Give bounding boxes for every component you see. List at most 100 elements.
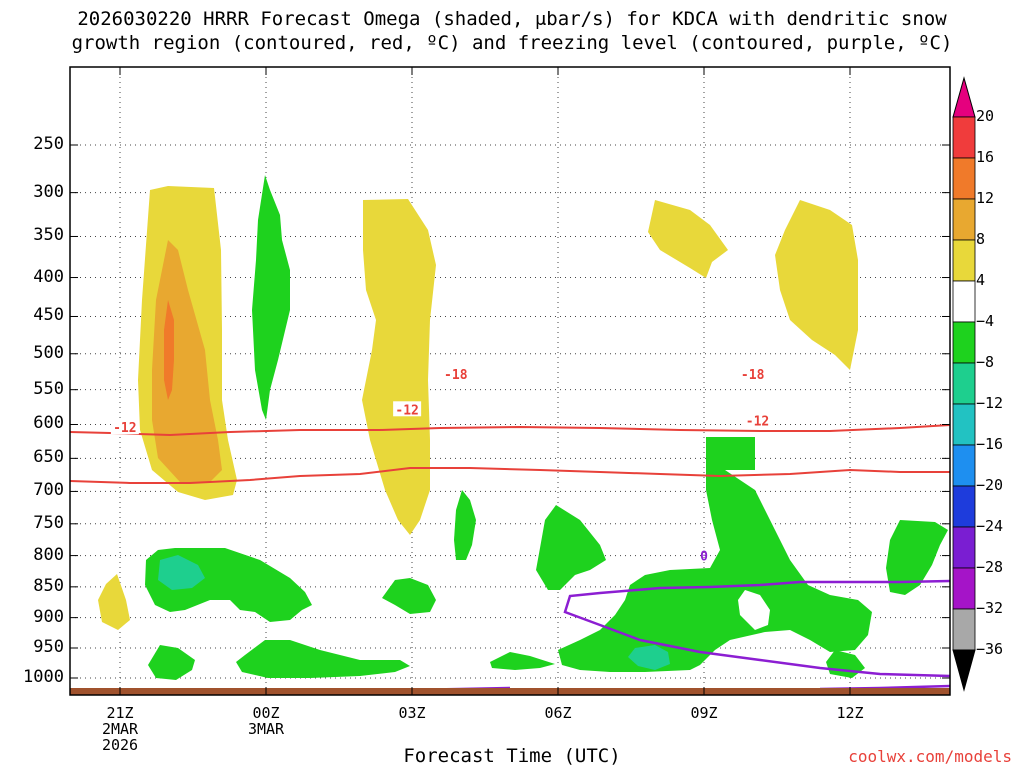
contour-labels: -18 -18 -12 -12 -12 0 <box>110 366 772 565</box>
x-tick-label-line3: 2026 <box>101 736 139 754</box>
colorbar <box>952 76 976 692</box>
x-axis-label: Forecast Time (UTC) <box>403 745 621 767</box>
omega-green-center-3 <box>536 505 606 590</box>
colorbar-tick-label: 12 <box>976 189 995 207</box>
colorbar-tick-label: 4 <box>976 271 986 289</box>
contour-label-bg <box>441 366 470 382</box>
colorbar-segment <box>952 198 976 241</box>
x-tick-label: 21Z 2MAR 2026 <box>90 705 150 753</box>
chart-title-line-2: growth region (contoured, red, ºC) and f… <box>71 32 953 54</box>
colorbar-segment <box>952 608 976 651</box>
omega-green-upper <box>252 175 290 420</box>
omega-darkorange-left <box>164 300 174 400</box>
contour-label: -12 <box>746 414 769 429</box>
y-tick-label: 500 <box>33 342 64 363</box>
y-tick-label: 950 <box>33 637 64 657</box>
omega-orange-left <box>152 240 222 482</box>
colorbar-segment <box>952 526 976 569</box>
colorbar-segment <box>952 321 976 364</box>
colorbar-tick-label: −12 <box>976 394 1004 412</box>
colorbar-segment <box>952 403 976 446</box>
x-tick-label: 03Z <box>382 705 442 721</box>
contour-label-bg <box>110 419 139 435</box>
x-tick-label-line1: 03Z <box>398 704 426 722</box>
x-tick-label-line1: 00Z <box>252 704 280 722</box>
y-tick-label: 550 <box>33 378 64 399</box>
y-tick-label: 250 <box>33 134 64 154</box>
colorbar-tick-label: −28 <box>976 558 1004 576</box>
x-tick-label: 09Z <box>674 705 734 721</box>
colorbar-top-triangle <box>952 76 976 118</box>
colorbar-segment <box>952 280 976 323</box>
colorbar-segment <box>952 444 976 487</box>
axis-ticks <box>70 67 950 695</box>
colorbar-segment <box>952 116 976 159</box>
omega-shading <box>98 175 948 680</box>
x-tick-label: 06Z <box>528 705 588 721</box>
x-tick-label-line1: 06Z <box>544 704 572 722</box>
x-tick-label-line1: 12Z <box>836 704 864 722</box>
x-tick-label-line2: 2MAR <box>101 720 139 738</box>
omega-green-lowright <box>558 437 872 672</box>
y-tick-label: 650 <box>33 447 64 468</box>
omega-green-center-2 <box>454 490 476 560</box>
colorbar-segment <box>952 362 976 405</box>
colorbar-segment <box>952 485 976 528</box>
omega-yellow-lowleft <box>98 574 130 630</box>
omega-teal-lowleft <box>158 555 205 590</box>
colorbar-tick-label: 20 <box>976 107 995 125</box>
gridlines <box>70 67 950 695</box>
contour-label-bg <box>393 401 422 417</box>
omega-green-center-1 <box>382 578 436 614</box>
contour-zero-upper <box>563 579 951 678</box>
ground-strip <box>70 688 950 695</box>
contour-label: 0 <box>700 550 708 565</box>
contour-label: -12 <box>113 421 136 436</box>
y-tick-label: 400 <box>33 266 64 287</box>
omega-yellow-topright-1 <box>648 200 728 278</box>
plot-border <box>69 66 951 696</box>
credit-text[interactable]: coolwx.com/models <box>848 747 1012 766</box>
y-tick-label: 750 <box>33 512 64 533</box>
omega-teal-lowright <box>628 645 670 670</box>
x-tick-label-line1: 21Z <box>106 704 134 722</box>
colorbar-bottom-triangle <box>952 649 976 692</box>
omega-green-bottom-1 <box>148 645 195 680</box>
chart-title-line-1: 2026030220 HRRR Forecast Omega (shaded, … <box>77 8 947 30</box>
dgz-contours <box>69 424 951 484</box>
x-tick-label-line2: 3MAR <box>247 720 285 738</box>
y-tick-label: 900 <box>33 606 64 627</box>
contour-label: -18 <box>444 368 468 383</box>
y-tick-label: 1000 <box>23 667 64 687</box>
colorbar-tick-label: −4 <box>976 312 995 330</box>
colorbar-segment <box>952 157 976 200</box>
omega-yellow-topright-2 <box>775 200 858 370</box>
y-tick-label: 700 <box>33 480 64 501</box>
colorbar-tick-label: −8 <box>976 353 995 371</box>
omega-yellow-center <box>362 199 436 535</box>
colorbar-tick-label: −16 <box>976 435 1004 453</box>
omega-green-bottom-2 <box>236 640 410 678</box>
contour-minus18 <box>69 424 951 437</box>
x-tick-label: 12Z <box>820 705 880 721</box>
x-tick-label-line1: 09Z <box>690 704 718 722</box>
x-tick-label: 00Z 3MAR <box>236 705 296 737</box>
contour-label-bg <box>738 366 767 382</box>
colorbar-tick-label: −32 <box>976 599 1004 617</box>
colorbar-segment <box>952 239 976 282</box>
contour-label: -18 <box>741 368 765 383</box>
colorbar-tick-label: −24 <box>976 517 1004 535</box>
omega-white-hole <box>738 590 770 630</box>
colorbar-tick-label: −36 <box>976 640 1004 658</box>
omega-green-bottom-3 <box>490 652 555 670</box>
y-tick-label: 800 <box>33 544 64 565</box>
omega-green-right-edge-1 <box>886 520 948 595</box>
y-tick-label: 600 <box>33 413 64 434</box>
contour-minus12 <box>69 467 950 484</box>
contour-label: -12 <box>395 403 418 418</box>
y-tick-label: 300 <box>33 181 64 202</box>
y-tick-label: 350 <box>33 225 64 246</box>
colorbar-segment <box>952 567 976 610</box>
contour-label-bg <box>743 412 772 428</box>
